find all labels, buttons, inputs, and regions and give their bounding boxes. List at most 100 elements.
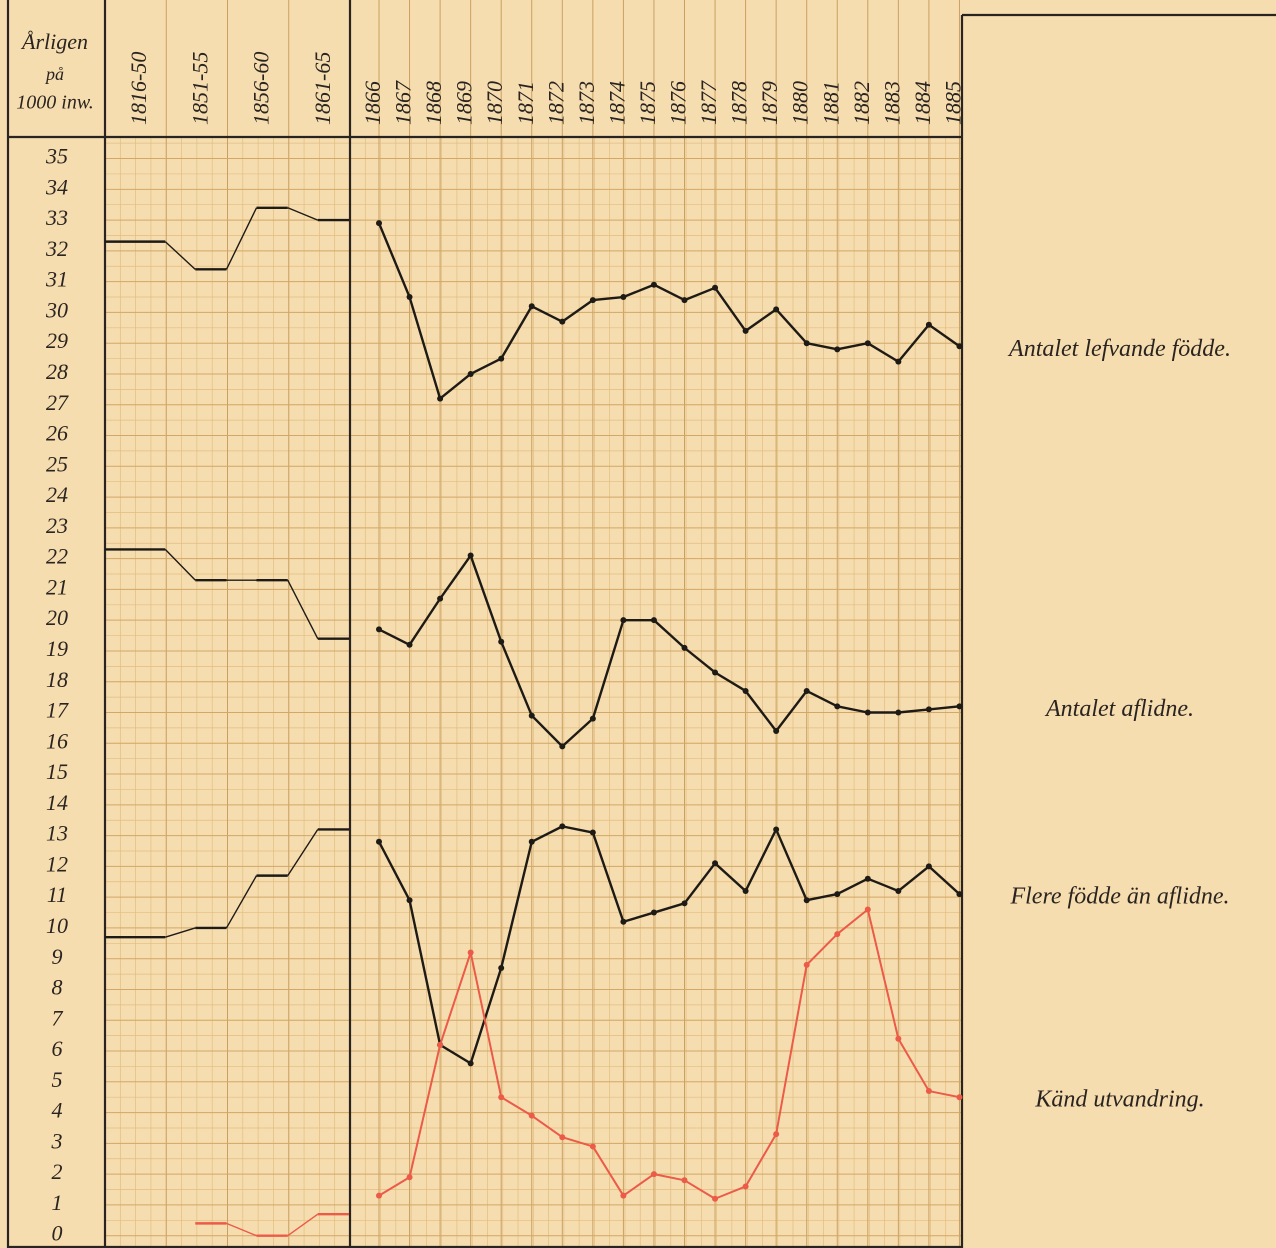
y-tick-label: 4: [52, 1098, 63, 1123]
y-tick-label: 30: [45, 297, 68, 322]
period-connector: [287, 829, 319, 876]
x-tick-label: 1872: [543, 81, 568, 125]
point: [467, 949, 474, 956]
y-tick-label: 16: [46, 728, 68, 753]
x-tick-label: 1884: [910, 81, 935, 125]
x-tick-label: 1816-50: [126, 52, 151, 125]
point: [895, 1035, 902, 1042]
point: [834, 891, 841, 898]
point: [498, 1094, 505, 1101]
point: [406, 1174, 413, 1181]
point: [559, 1134, 566, 1141]
y-tick-label: 2: [52, 1159, 63, 1184]
point: [376, 220, 382, 227]
point: [589, 715, 596, 722]
y-tick-label: 23: [46, 513, 68, 538]
period-connector: [226, 1222, 257, 1237]
point: [498, 964, 505, 971]
y-tick-label: 35: [45, 144, 68, 169]
point: [650, 909, 657, 916]
x-tick-label: 1873: [574, 81, 599, 125]
y-tick-label: 34: [45, 174, 68, 199]
point: [620, 1192, 627, 1199]
x-tick-label: 1869: [452, 81, 477, 125]
point: [773, 1131, 780, 1138]
x-tick-label: 1856-60: [249, 52, 274, 125]
point: [467, 552, 474, 559]
x-tick-label: 1881: [818, 81, 843, 125]
point: [620, 918, 627, 925]
point: [681, 900, 688, 907]
point: [681, 644, 688, 651]
x-tick-label: 1875: [635, 81, 660, 125]
y-tick-label: 0: [52, 1221, 63, 1246]
x-tick-label: 1866: [360, 81, 385, 125]
point: [437, 395, 444, 402]
period-connector: [165, 927, 196, 938]
point: [712, 284, 719, 291]
point: [498, 638, 505, 645]
point: [620, 617, 627, 624]
point: [895, 888, 902, 895]
x-tick-label: 1878: [727, 81, 752, 125]
point: [803, 897, 810, 904]
y-axis-label: på: [44, 64, 64, 84]
point: [895, 358, 902, 365]
point: [437, 595, 444, 602]
point: [864, 340, 871, 347]
x-tick-label: 1861-65: [310, 52, 335, 125]
y-tick-label: 25: [46, 451, 68, 476]
point: [925, 1088, 932, 1095]
point: [956, 343, 963, 350]
y-tick-label: 28: [46, 359, 68, 384]
point: [956, 1094, 963, 1101]
point: [559, 318, 566, 325]
point: [803, 961, 810, 968]
period-connector: [164, 241, 196, 270]
point: [528, 303, 535, 310]
y-tick-label: 13: [46, 821, 68, 846]
point: [895, 709, 902, 716]
y-tick-label: 33: [45, 205, 68, 230]
point: [742, 888, 749, 895]
y-tick-label: 1: [52, 1190, 63, 1215]
x-tick-label: 1874: [604, 81, 629, 125]
point: [803, 340, 810, 347]
y-tick-label: 21: [46, 574, 68, 599]
point: [559, 823, 566, 830]
y-tick-label: 9: [52, 944, 63, 969]
y-axis-label: Årligen: [20, 29, 88, 54]
x-tick-label: 1883: [879, 81, 904, 125]
y-tick-label: 8: [52, 975, 63, 1000]
series-line: [378, 554, 960, 748]
y-tick-label: 31: [45, 267, 68, 292]
y-tick-label: 11: [47, 882, 67, 907]
point: [956, 891, 963, 898]
y-tick-label: 20: [46, 605, 68, 630]
point: [681, 297, 688, 304]
y-tick-label: 24: [46, 482, 68, 507]
point: [681, 1177, 688, 1184]
y-tick-label: 15: [46, 759, 68, 784]
point: [528, 712, 535, 719]
point: [834, 931, 841, 938]
x-tick-label: 1871: [513, 81, 538, 125]
series-line: [378, 908, 960, 1200]
y-tick-label: 17: [46, 698, 69, 723]
x-tick-label: 1876: [666, 81, 691, 125]
y-tick-label: 7: [52, 1005, 64, 1030]
point: [406, 294, 413, 301]
point: [376, 626, 382, 633]
y-tick-label: 27: [46, 390, 69, 415]
point: [528, 838, 535, 845]
y-tick-label: 14: [46, 790, 68, 815]
y-tick-label: 32: [45, 236, 68, 261]
point: [376, 1192, 382, 1199]
point: [742, 327, 749, 334]
point: [650, 281, 657, 288]
point: [437, 1041, 444, 1048]
point: [559, 743, 566, 750]
point: [864, 906, 871, 913]
